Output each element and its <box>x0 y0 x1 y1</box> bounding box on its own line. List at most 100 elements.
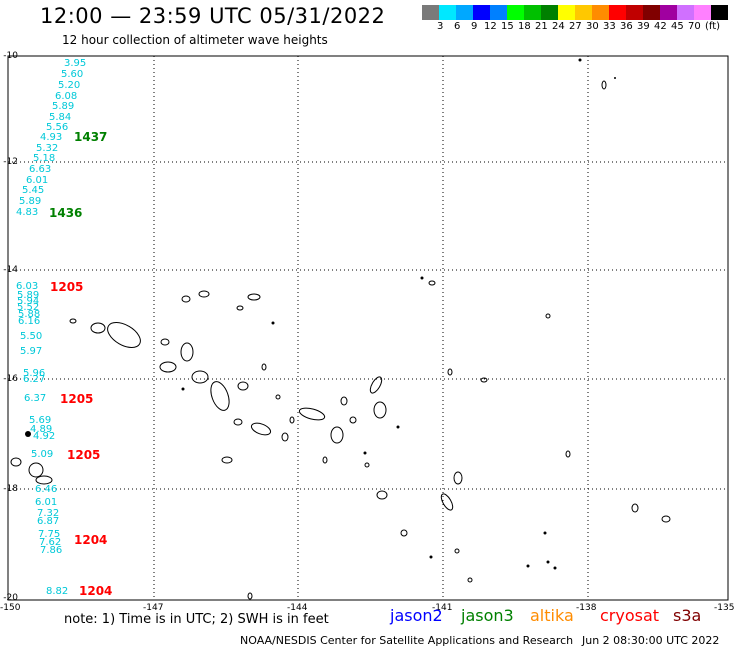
mission-label-jason3: jason3 <box>461 606 514 625</box>
island-dot <box>396 425 400 429</box>
island-outline <box>247 592 253 600</box>
map-frame <box>7 55 729 601</box>
mission-label-cryosat: cryosat <box>600 606 660 625</box>
mission-label-jason2: jason2 <box>390 606 443 625</box>
island-outline <box>107 322 141 348</box>
island-dot <box>526 564 530 568</box>
island-outline <box>373 401 387 419</box>
lat-label: -12 <box>3 157 18 167</box>
island-dot <box>420 276 424 280</box>
wave-height-label: 5.89 <box>17 290 40 301</box>
lon-label: -138 <box>576 603 597 613</box>
wave-height-label: 4.93 <box>40 132 63 143</box>
wave-height-label: 5.94 <box>17 296 40 307</box>
wave-height-label: 7.75 <box>38 529 61 540</box>
island-outline <box>440 493 454 511</box>
island-outline <box>35 475 53 485</box>
island-outline <box>233 418 243 426</box>
wave-height-label: 6.01 <box>26 175 49 186</box>
island-outline <box>289 416 295 424</box>
wave-height-label: 6.03 <box>16 281 39 292</box>
lon-label: -144 <box>287 603 308 613</box>
legend-swatch <box>524 5 541 20</box>
island-outline <box>210 381 230 411</box>
island-outline <box>631 503 639 513</box>
legend-label: 18 <box>518 21 531 32</box>
island-outline <box>480 377 488 383</box>
wave-height-label: 5.50 <box>20 331 43 342</box>
legend-swatch <box>456 5 473 20</box>
island-outline <box>565 450 571 458</box>
legend-swatch <box>490 5 507 20</box>
island-outline <box>349 416 357 424</box>
atoll-dots <box>25 58 616 570</box>
legend-swatch <box>626 5 643 20</box>
wave-height-label: 6.87 <box>37 516 60 527</box>
mission-label-altika: altika <box>530 606 574 625</box>
lat-label: -14 <box>3 265 18 275</box>
legend-swatch <box>660 5 677 20</box>
island-outline <box>90 322 106 334</box>
island-outline <box>447 368 453 376</box>
island-outline <box>159 361 177 373</box>
pass-time-label: 1205 <box>67 448 101 462</box>
wave-height-label: 5.88 <box>18 309 41 320</box>
wave-height-label: 5.97 <box>20 346 43 357</box>
island-outline <box>69 318 77 324</box>
legend-label: 42 <box>654 21 667 32</box>
island-outline <box>453 471 463 485</box>
wave-height-label: 6.37 <box>24 393 47 404</box>
generated-timestamp: Jun 2 08:30:00 UTC 2022 <box>582 634 720 647</box>
island-outline <box>545 313 551 319</box>
wave-height-label: 4.89 <box>30 424 53 435</box>
legend-swatch <box>711 5 728 20</box>
island-outline <box>10 457 22 467</box>
legend-swatch <box>507 5 524 20</box>
island-outline <box>191 370 209 384</box>
island-outline <box>369 376 383 394</box>
legend-label: 15 <box>501 21 514 32</box>
legend-swatch <box>575 5 592 20</box>
wave-height-label: 4.92 <box>33 431 56 442</box>
map-subtitle: 12 hour collection of altimeter wave hei… <box>62 33 328 47</box>
pass-time-label: 1437 <box>74 130 108 144</box>
legend-label: 3 <box>437 21 444 32</box>
wave-height-label: 6.46 <box>35 484 58 495</box>
legend-label: 27 <box>569 21 582 32</box>
wave-height-label: 5.96 <box>23 368 46 379</box>
island-outline <box>198 290 210 298</box>
island-outline <box>454 548 460 554</box>
wave-height-label: 5.89 <box>52 101 75 112</box>
legend-label: 70 <box>688 21 701 32</box>
wave-height-label: 5.69 <box>29 415 52 426</box>
island-outline <box>181 295 191 303</box>
legend-swatch <box>558 5 575 20</box>
wave-height-label: 7.32 <box>37 508 60 519</box>
wave-height-label: 5.89 <box>19 196 42 207</box>
pass-time-label: 1436 <box>49 206 83 220</box>
legend-swatch <box>541 5 558 20</box>
island-dot <box>543 531 547 535</box>
legend-swatch <box>439 5 456 20</box>
island-outline <box>221 456 233 464</box>
island-outline <box>340 396 348 406</box>
island-outline <box>298 407 326 421</box>
lon-label: -150 <box>0 603 21 613</box>
island-outline <box>428 280 436 286</box>
legend-swatch <box>422 5 439 20</box>
wave-height-label: 6.01 <box>35 497 58 508</box>
island-outline <box>250 422 272 436</box>
wave-height-label: 5.32 <box>36 143 59 154</box>
island-outline <box>275 394 281 400</box>
island-outline <box>281 432 289 442</box>
island-outline <box>261 363 267 371</box>
wave-height-label: 5.09 <box>31 449 54 460</box>
map-title: 12:00 — 23:59 UTC 05/31/2022 <box>40 4 386 28</box>
pass-time-label: 1204 <box>79 584 113 598</box>
lat-label: -20 <box>3 593 18 603</box>
island-outline <box>28 462 44 478</box>
island-outline <box>322 456 328 464</box>
island-dot <box>578 58 582 62</box>
legend-swatch <box>694 5 711 20</box>
mission-label-s3a: s3a <box>673 606 702 625</box>
